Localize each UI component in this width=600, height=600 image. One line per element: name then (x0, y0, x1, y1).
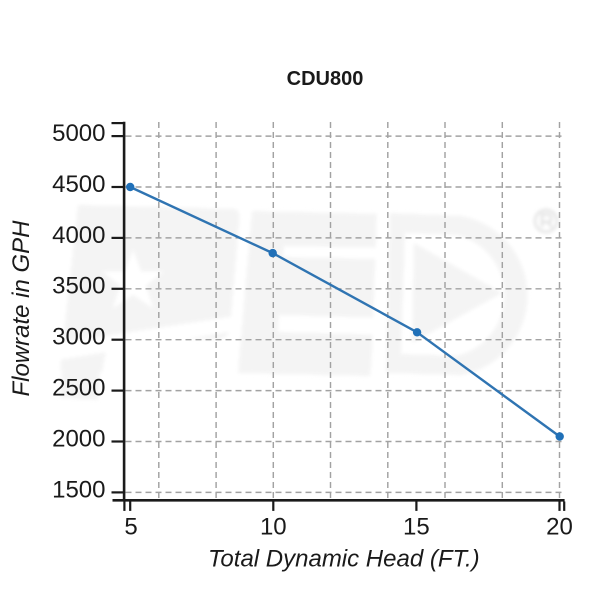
svg-text:2500: 2500 (52, 375, 105, 402)
svg-text:3000: 3000 (52, 324, 105, 351)
svg-text:5000: 5000 (52, 120, 105, 147)
svg-text:20: 20 (546, 514, 573, 541)
svg-text:4000: 4000 (52, 222, 105, 249)
svg-text:4500: 4500 (52, 171, 105, 198)
svg-text:1500: 1500 (52, 476, 105, 503)
svg-text:CDU800: CDU800 (287, 68, 364, 90)
svg-text:3500: 3500 (52, 273, 105, 300)
svg-text:Flowrate in GPH: Flowrate in GPH (8, 220, 35, 397)
svg-text:Total Dynamic Head (FT.): Total Dynamic Head (FT.) (208, 546, 480, 573)
svg-text:5: 5 (124, 514, 137, 541)
svg-text:15: 15 (403, 514, 430, 541)
svg-text:2000: 2000 (52, 425, 105, 452)
svg-text:10: 10 (260, 514, 287, 541)
